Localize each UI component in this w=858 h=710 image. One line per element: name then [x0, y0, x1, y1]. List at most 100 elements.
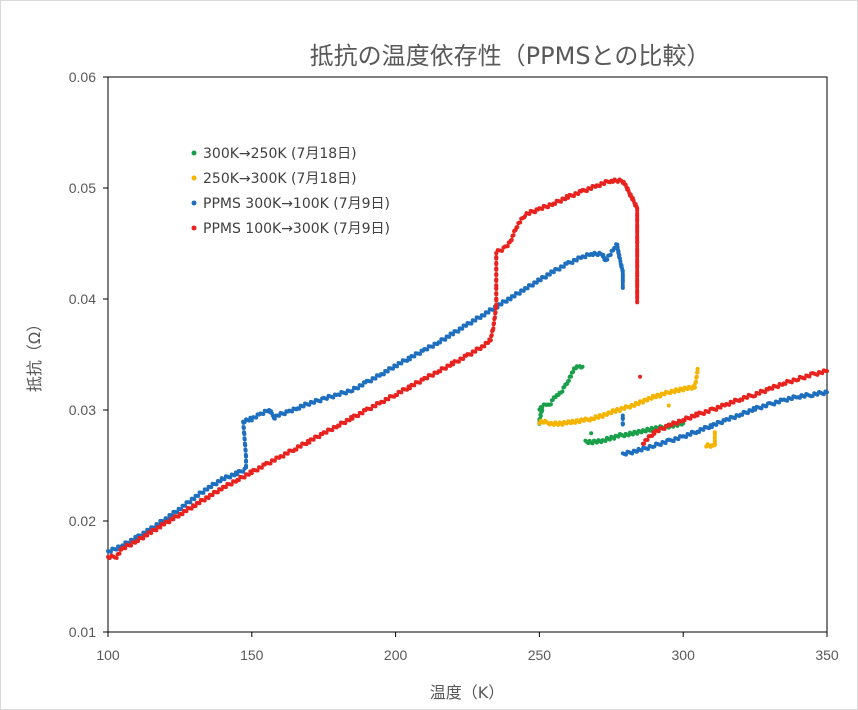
data-points [106, 177, 829, 561]
data-point [652, 444, 657, 449]
data-point [612, 436, 617, 441]
data-point [268, 461, 273, 466]
data-point [589, 187, 594, 191]
data-point [108, 549, 113, 554]
data-point [580, 364, 585, 369]
data-point [395, 364, 400, 369]
data-point [534, 280, 539, 285]
data-point [753, 393, 758, 398]
data-point [569, 374, 574, 379]
data-point [546, 205, 551, 210]
data-point [692, 385, 697, 390]
data-point [343, 421, 348, 426]
data-point [158, 525, 163, 530]
data-point [488, 338, 493, 343]
data-point [236, 478, 241, 483]
data-point [553, 201, 558, 206]
data-point [145, 533, 150, 538]
data-point [154, 528, 159, 533]
data-point [443, 366, 448, 371]
data-point [770, 386, 775, 391]
data-point [720, 421, 725, 426]
data-point [456, 329, 461, 334]
data-point [438, 369, 443, 374]
y-tick-label: 0.03 [69, 402, 96, 418]
data-point [407, 386, 412, 391]
data-point [193, 504, 198, 509]
data-point [602, 182, 607, 187]
legend-label: PPMS 100K→300K (7月9日) [203, 221, 390, 237]
data-point [640, 400, 645, 405]
data-point [381, 372, 386, 377]
data-point [337, 392, 342, 397]
data-point [642, 441, 647, 446]
data-point [425, 347, 430, 352]
data-point [666, 403, 671, 408]
x-tick-label: 350 [815, 647, 839, 663]
data-point [202, 498, 207, 503]
data-point [272, 458, 277, 463]
data-point [222, 477, 227, 482]
data-point [492, 315, 497, 320]
data-point [171, 517, 176, 522]
data-point [523, 214, 528, 219]
data-point [254, 415, 259, 420]
y-tick-label: 0.01 [69, 624, 96, 640]
data-point [255, 468, 260, 473]
data-point [243, 452, 248, 457]
data-point [701, 411, 706, 416]
data-point [605, 257, 610, 262]
data-point [694, 374, 699, 379]
data-point [500, 248, 505, 253]
data-point [540, 206, 545, 211]
data-point [425, 376, 430, 381]
data-point [399, 361, 404, 366]
data-point [727, 417, 732, 422]
data-point [430, 344, 435, 349]
data-point [167, 520, 172, 525]
data-point [712, 430, 717, 435]
data-point [418, 351, 423, 356]
data-point [494, 291, 499, 296]
data-point [301, 404, 306, 409]
data-point [324, 430, 329, 435]
plot-area [107, 76, 828, 633]
data-point [561, 264, 566, 269]
data-point [694, 379, 699, 384]
data-point [632, 403, 637, 408]
data-point [701, 427, 706, 432]
data-point [382, 400, 387, 405]
data-point [571, 369, 576, 374]
data-point [482, 344, 487, 349]
data-point [802, 376, 807, 381]
data-point [796, 377, 801, 382]
data-point [714, 422, 719, 427]
x-axis-ticks: 100 150 200 250 300 350 [96, 632, 839, 663]
data-point [609, 411, 614, 416]
data-point [331, 395, 336, 400]
data-point [259, 465, 264, 470]
data-point [759, 406, 764, 411]
data-point [597, 184, 602, 189]
data-point [509, 237, 514, 242]
data-point [241, 430, 246, 435]
data-point [515, 224, 520, 229]
data-point [272, 416, 277, 421]
legend-marker [191, 150, 197, 156]
data-point [249, 418, 254, 423]
data-point [117, 551, 122, 556]
data-point [547, 272, 552, 277]
y-axis-label: 抵抗（Ω） [25, 316, 44, 392]
data-point [430, 373, 435, 378]
data-point [517, 291, 522, 296]
data-point [356, 386, 361, 391]
data-point [718, 405, 723, 410]
data-point [662, 427, 667, 432]
data-point [494, 255, 499, 260]
data-point [543, 275, 548, 280]
x-tick-label: 250 [528, 647, 552, 663]
data-point [412, 383, 417, 388]
data-point [777, 400, 782, 405]
data-point [330, 428, 335, 433]
